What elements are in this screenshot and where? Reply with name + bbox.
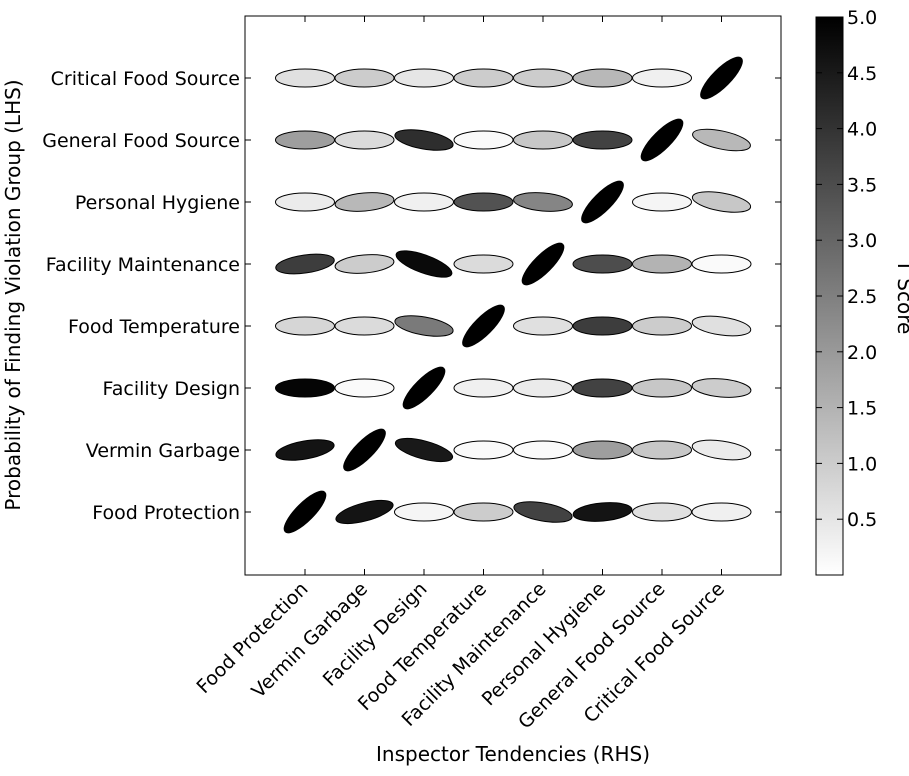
ellipse-personal-hygiene-food-temperature xyxy=(453,192,514,212)
ellipse-critical-food-source-general-food-source xyxy=(632,68,692,88)
ellipse-food-protection-food-temperature xyxy=(453,502,514,522)
colorbar-tick-label: 0.5 xyxy=(847,509,877,531)
ellipse-general-food-source-facility-maintenance xyxy=(513,130,573,150)
ellipse-personal-hygiene-food-protection xyxy=(275,192,335,212)
y-tick-label: General Food Source xyxy=(42,130,240,152)
ellipse-facility-maintenance-general-food-source xyxy=(632,254,692,274)
y-tick-label: Critical Food Source xyxy=(51,68,240,90)
colorbar-tick-label: 4.5 xyxy=(847,63,877,85)
ellipse-facility-maintenance-food-protection xyxy=(275,253,335,275)
y-tick-label: Facility Maintenance xyxy=(46,254,240,276)
ellipse-general-food-source-general-food-source xyxy=(640,118,684,162)
x-tick-label: Food Protection xyxy=(193,578,313,698)
ellipse-critical-food-source-facility-maintenance xyxy=(513,68,573,88)
ellipse-general-food-source-vermin-garbage xyxy=(334,130,395,150)
ellipse-food-temperature-personal-hygiene xyxy=(572,316,633,336)
ellipse-facility-maintenance-food-temperature xyxy=(453,254,514,274)
colorbar-label: T Score xyxy=(893,259,909,335)
colorbar-tick-label: 2.0 xyxy=(847,342,877,364)
x-axis-label: Inspector Tendencies (RHS) xyxy=(376,742,650,766)
ellipse-vermin-garbage-facility-maintenance xyxy=(513,440,573,460)
ellipse-facility-design-facility-maintenance xyxy=(513,378,573,398)
ellipse-personal-hygiene-facility-maintenance xyxy=(513,192,573,212)
y-tick-label: Food Protection xyxy=(92,502,240,524)
ellipse-food-protection-food-protection xyxy=(283,490,327,534)
ellipse-vermin-garbage-food-temperature xyxy=(453,440,514,460)
y-tick-label: Facility Design xyxy=(103,378,240,400)
ellipse-facility-design-critical-food-source xyxy=(691,378,752,398)
ellipse-facility-design-food-protection xyxy=(275,378,335,398)
ellipse-critical-food-source-personal-hygiene xyxy=(572,68,633,88)
ellipse-critical-food-source-critical-food-source xyxy=(700,56,743,100)
y-tick-label: Vermin Garbage xyxy=(86,440,240,462)
ellipse-critical-food-source-facility-design xyxy=(394,68,454,88)
ellipse-facility-maintenance-vermin-garbage xyxy=(334,254,395,274)
ellipse-food-protection-general-food-source xyxy=(632,502,692,522)
ellipse-food-temperature-facility-maintenance xyxy=(513,316,573,336)
ellipse-personal-hygiene-general-food-source xyxy=(632,192,692,212)
ellipse-food-protection-critical-food-source xyxy=(691,502,752,522)
ellipse-food-temperature-vermin-garbage xyxy=(334,316,395,336)
colorbar-tick-label: 1.0 xyxy=(847,453,877,475)
ellipse-critical-food-source-food-temperature xyxy=(453,68,514,88)
ellipse-vermin-garbage-food-protection xyxy=(275,439,335,461)
ellipse-general-food-source-food-temperature xyxy=(453,130,514,150)
colorbar-tick-label: 2.5 xyxy=(847,286,877,308)
ellipse-facility-design-general-food-source xyxy=(632,378,692,398)
ellipse-personal-hygiene-facility-design xyxy=(394,192,454,212)
ellipse-facility-maintenance-facility-design xyxy=(395,250,453,278)
ellipse-facility-maintenance-facility-maintenance xyxy=(521,242,565,286)
ellipse-general-food-source-food-protection xyxy=(275,130,335,150)
colorbar-tick-label: 5.0 xyxy=(847,7,877,29)
ellipse-facility-design-personal-hygiene xyxy=(572,378,633,398)
ellipse-food-protection-facility-design xyxy=(394,502,454,522)
y-tick-layer: Food Protection Vermin Garbage Facility De… xyxy=(42,68,781,524)
colorbar-tick-label: 1.5 xyxy=(847,398,877,420)
ellipse-vermin-garbage-critical-food-source xyxy=(691,439,752,461)
ellipse-facility-maintenance-critical-food-source xyxy=(691,254,752,274)
ellipse-facility-design-vermin-garbage xyxy=(334,378,395,398)
ellipse-facility-maintenance-personal-hygiene xyxy=(572,254,633,274)
ellipse-personal-hygiene-personal-hygiene xyxy=(581,180,624,224)
ellipse-personal-hygiene-vermin-garbage xyxy=(334,192,395,212)
ellipse-vermin-garbage-personal-hygiene xyxy=(572,440,633,460)
ellipse-food-protection-personal-hygiene xyxy=(572,502,633,522)
ellipse-vermin-garbage-general-food-source xyxy=(632,440,692,460)
x-tick-label: Facility Design xyxy=(319,578,432,691)
ellipse-food-temperature-food-temperature xyxy=(462,304,505,348)
ellipse-food-temperature-food-protection xyxy=(275,316,335,336)
colorbar-tick-label: 3.5 xyxy=(847,174,877,196)
ellipse-layer xyxy=(275,56,752,534)
ellipse-general-food-source-facility-design xyxy=(394,129,454,151)
y-tick-label: Personal Hygiene xyxy=(75,192,240,214)
ellipse-food-protection-facility-maintenance xyxy=(513,501,573,523)
plot-area xyxy=(244,15,782,576)
ellipse-critical-food-source-vermin-garbage xyxy=(334,68,395,88)
ellipse-food-temperature-general-food-source xyxy=(632,316,692,336)
colorbar-tick-layer: 0.5 1.0 1.5 2.0 2.5 3.0 3.5 4.0 4.5 5.0 xyxy=(816,7,877,531)
ellipse-vermin-garbage-facility-design xyxy=(394,437,454,463)
ellipse-general-food-source-personal-hygiene xyxy=(572,130,633,150)
ellipse-vermin-garbage-vermin-garbage xyxy=(343,428,386,472)
ellipse-food-temperature-critical-food-source xyxy=(691,315,752,337)
ellipse-facility-design-facility-design xyxy=(402,366,446,410)
ellipse-critical-food-source-food-protection xyxy=(275,68,335,88)
ellipse-food-temperature-facility-design xyxy=(394,315,454,337)
ellipse-facility-design-food-temperature xyxy=(453,378,514,398)
ellipse-food-protection-vermin-garbage xyxy=(335,499,394,525)
colorbar-tick-label: 3.0 xyxy=(847,230,877,252)
ellipse-personal-hygiene-critical-food-source xyxy=(691,191,752,213)
colorbar-tick-label: 4.0 xyxy=(847,119,877,141)
ellipse-general-food-source-critical-food-source xyxy=(692,128,751,152)
y-axis-label: Probability of Finding Violation Group (… xyxy=(1,79,25,510)
y-tick-label: Food Temperature xyxy=(68,316,240,338)
